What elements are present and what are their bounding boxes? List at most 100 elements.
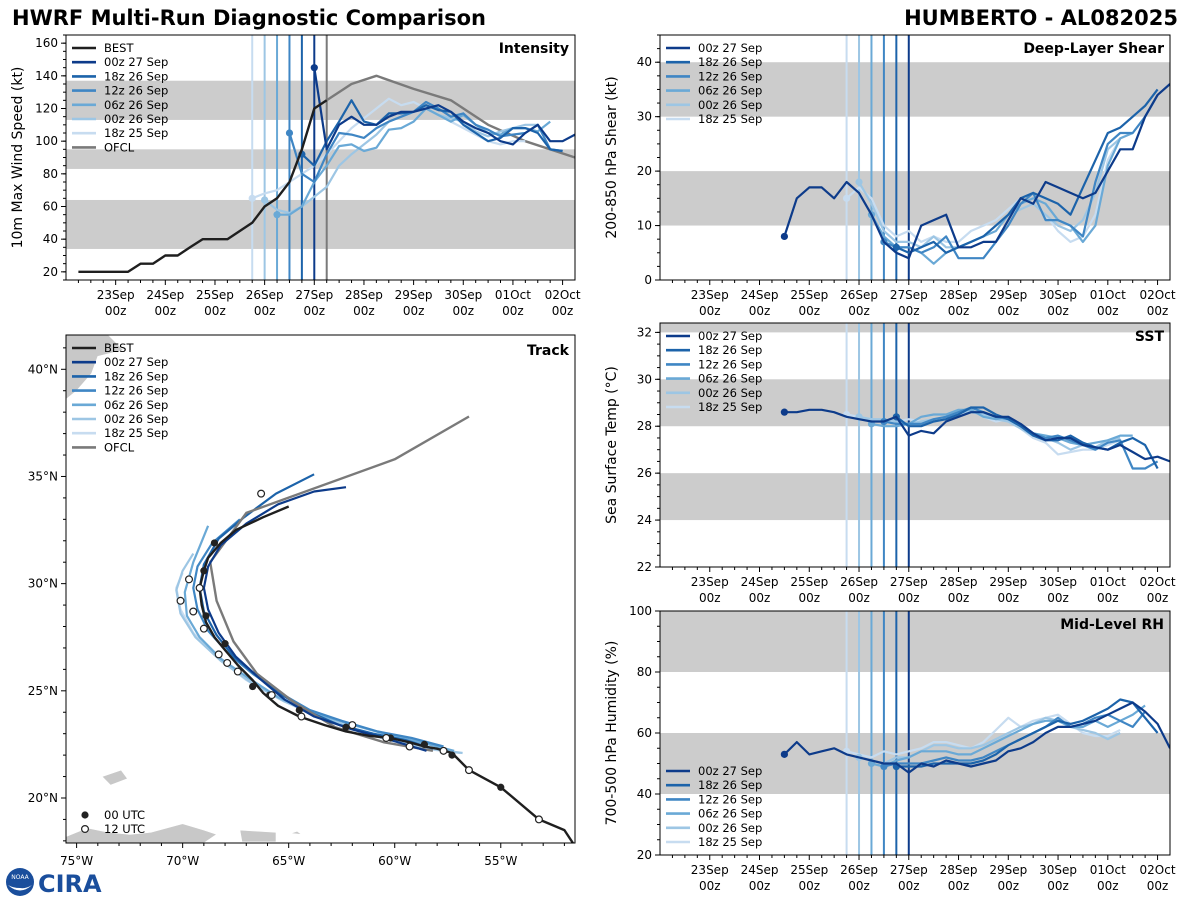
track-marker-legend-label: 00 UTC — [104, 808, 145, 822]
shear-xtick-hour: 00z — [798, 304, 820, 318]
intensity-legend-label: OFCL — [104, 140, 135, 154]
track-marker-12utc — [185, 575, 194, 584]
track-legend-label: OFCL — [104, 440, 135, 454]
intensity-xtick-hour: 00z — [502, 304, 524, 318]
track-marker-12utc — [223, 658, 232, 667]
intensity-legend-label: 00z 26 Sep — [104, 112, 168, 126]
intensity-xtick-hour: 00z — [552, 304, 574, 318]
shear-legend-label: 12z 26 Sep — [698, 69, 762, 83]
track-marker-00utc — [210, 539, 219, 547]
noaa-label: NOAA — [11, 874, 29, 881]
rh-xtick-date: 30Sep — [1039, 863, 1077, 877]
intensity-init-point — [285, 129, 294, 137]
intensity-xtick-date: 29Sep — [395, 288, 433, 302]
rh-series-00z-27-sep — [783, 701, 1170, 774]
shear-xtick-date: 24Sep — [741, 288, 779, 302]
rh-xtick-hour: 00z — [1047, 879, 1069, 893]
rh-legend-label: 00z 27 Sep — [698, 764, 762, 778]
track-map-area — [66, 335, 574, 843]
rh-xtick-hour: 00z — [749, 879, 771, 893]
land-shape — [66, 823, 218, 843]
intensity-xtick-date: 24Sep — [146, 288, 184, 302]
track-marker-12utc — [257, 489, 266, 498]
shear-xtick-date: 28Sep — [940, 288, 978, 302]
rh-xtick-date: 25Sep — [790, 863, 828, 877]
shear-xtick-date: 29Sep — [989, 288, 1027, 302]
shear-init-point — [892, 243, 900, 251]
track-marker-00utc — [221, 640, 229, 648]
intensity-xtick-date: 23Sep — [97, 288, 135, 302]
track-marker-12utc — [348, 721, 357, 730]
shear-xtick-hour: 00z — [699, 304, 721, 318]
track-ytick-label: 25°N — [28, 684, 58, 698]
track-marker-12utc — [176, 596, 185, 605]
shear-xtick-hour: 00z — [1147, 304, 1169, 318]
rh-legend-label: 06z 26 Sep — [698, 807, 762, 821]
rh-panel: 20 40 60 80 100 23Sep 00z 24Sep 00z 25Sep 00z 26Sep… — [604, 604, 1176, 893]
sst-xtick-hour: 00z — [1097, 591, 1119, 605]
intensity-ytick-label: 160 — [35, 36, 58, 50]
intensity-init-point — [261, 196, 269, 204]
shear-xtick-date: 01Oct — [1090, 288, 1126, 302]
sst-xtick-date: 25Sep — [790, 575, 828, 589]
rh-legend-label: 00z 26 Sep — [698, 821, 762, 835]
shear-xtick-date: 02Oct — [1140, 288, 1176, 302]
sst-legend-label: 06z 26 Sep — [698, 372, 762, 386]
intensity-series-06z-26-sep — [277, 107, 551, 216]
rh-xtick-date: 23Sep — [691, 863, 729, 877]
track-marker-legend-12utc — [80, 824, 89, 833]
intensity-xtick-date: 27Sep — [295, 288, 333, 302]
sst-xtick-hour: 00z — [948, 591, 970, 605]
rh-xtick-hour: 00z — [699, 879, 721, 893]
noaa-emblem-icon — [6, 868, 34, 896]
rh-xtick-date: 26Sep — [840, 863, 878, 877]
track-xtick-label: 60°W — [378, 854, 411, 868]
shear-plot-area — [660, 35, 1170, 280]
track-legend-label: 12z 26 Sep — [104, 384, 168, 398]
intensity-xtick-hour: 00z — [403, 304, 425, 318]
intensity-legend-label: 06z 26 Sep — [104, 98, 168, 112]
rh-series-00z-26-sep — [858, 716, 1121, 765]
sst-xtick-date: 30Sep — [1039, 575, 1077, 589]
intensity-series-00z-27-sep — [313, 67, 575, 151]
intensity-xtick-hour: 00z — [155, 304, 177, 318]
track-series-18z-25-sep — [175, 572, 461, 755]
intensity-title: Intensity — [499, 41, 569, 57]
track-marker-00utc — [420, 740, 429, 749]
track-marker-00utc — [342, 723, 350, 731]
track-marker-legend-00utc — [81, 811, 89, 819]
track-legend-label: 18z 26 Sep — [104, 369, 168, 383]
intensity-xtick-date: 01Oct — [495, 288, 531, 302]
shear-xtick-date: 27Sep — [890, 288, 928, 302]
sst-ylabel: Sea Surface Temp (°C) — [604, 366, 620, 524]
rh-ylabel: 700-500 hPa Humidity (%) — [604, 641, 620, 826]
track-legend-label: 18z 25 Sep — [104, 426, 168, 440]
track-marker-12utc — [464, 766, 473, 775]
land-shape — [239, 829, 277, 843]
track-marker-12utc — [534, 815, 543, 824]
intensity-legend-label: 18z 26 Sep — [104, 69, 168, 83]
sst-xtick-hour: 00z — [1047, 591, 1069, 605]
track-ytick-label: 40°N — [28, 362, 58, 376]
land-shape — [290, 830, 303, 835]
shear-xtick-hour: 00z — [948, 304, 970, 318]
track-marker-00utc — [448, 751, 456, 759]
sst-xtick-hour: 00z — [848, 591, 870, 605]
shear-panel: 0 10 20 30 40 23Sep 00z 24Sep 00z 25Sep 00z 26Sep 00… — [604, 34, 1176, 318]
intensity-ytick-label: 80 — [43, 167, 58, 181]
sst-ytick-label: 28 — [637, 419, 652, 433]
intensity-series-12z-26-sep — [288, 100, 563, 184]
sst-xtick-date: 24Sep — [741, 575, 779, 589]
intensity-ytick-label: 20 — [43, 265, 58, 279]
track-legend-label: BEST — [104, 341, 134, 355]
track-marker-00utc — [249, 682, 257, 691]
sst-band — [660, 473, 1170, 521]
rh-xtick-date: 02Oct — [1140, 863, 1176, 877]
intensity-xtick-hour: 00z — [105, 304, 127, 318]
sst-xtick-hour: 00z — [798, 591, 820, 605]
shear-series-18z-26-sep — [895, 88, 1159, 254]
sst-init-point — [780, 408, 788, 416]
track-marker-12utc — [405, 742, 414, 751]
track-frame — [65, 334, 576, 844]
